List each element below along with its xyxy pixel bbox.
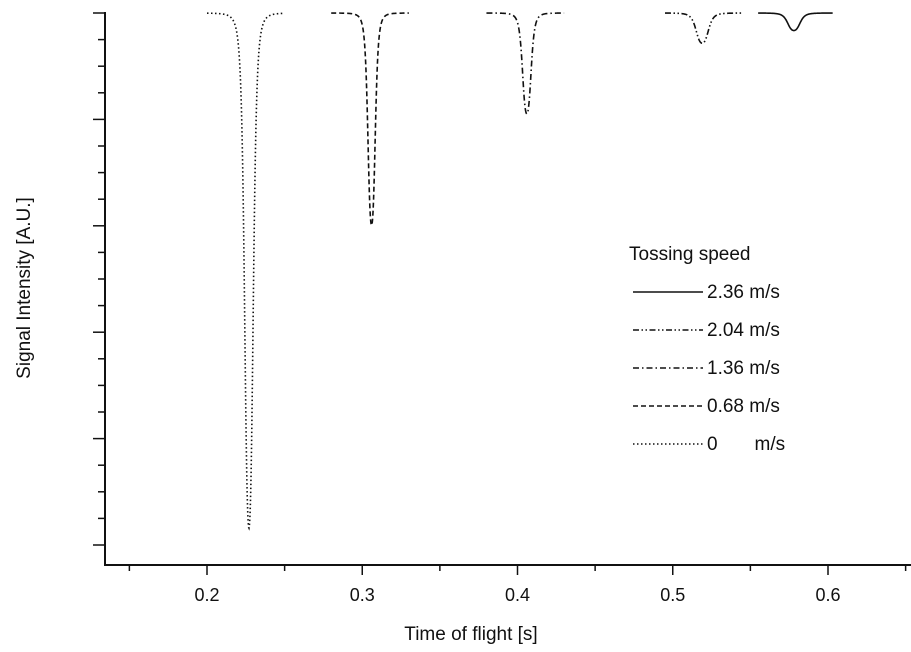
y-axis-ticks xyxy=(93,12,105,546)
y-axis-label: Signal Intensity [A.U.] xyxy=(14,197,35,379)
series-line xyxy=(758,12,833,32)
legend-label: 0.68 m/s xyxy=(707,396,780,417)
legend-entries: 2.36 m/s 2.04 m/s 1.36 m/s 0.68 m/s 0 m/s xyxy=(633,282,785,455)
series-line xyxy=(206,12,285,531)
x-tick-label: 0.2 xyxy=(194,585,219,605)
series-line xyxy=(331,12,409,227)
x-tick-label: 0.4 xyxy=(505,585,530,605)
plot-axes xyxy=(104,12,911,566)
x-axis-ticks: 0.2 0.3 0.4 0.5 0.6 xyxy=(128,565,907,605)
legend: Tossing speed 2.36 m/s 2.04 m/s 1.36 m/s 0.… xyxy=(629,244,785,455)
x-tick-label: 0.5 xyxy=(660,585,685,605)
x-axis-label: Time of flight [s] xyxy=(404,624,537,645)
x-tick-label: 0.6 xyxy=(815,585,840,605)
legend-title: Tossing speed xyxy=(629,244,750,265)
x-tick-label: 0.3 xyxy=(350,585,375,605)
series-line xyxy=(486,12,565,115)
series-layer xyxy=(206,12,833,531)
legend-label: 2.04 m/s xyxy=(707,320,780,341)
legend-label: 1.36 m/s xyxy=(707,358,780,379)
legend-label: 2.36 m/s xyxy=(707,282,780,303)
series-line xyxy=(664,12,743,45)
legend-label: 0 m/s xyxy=(707,434,785,455)
